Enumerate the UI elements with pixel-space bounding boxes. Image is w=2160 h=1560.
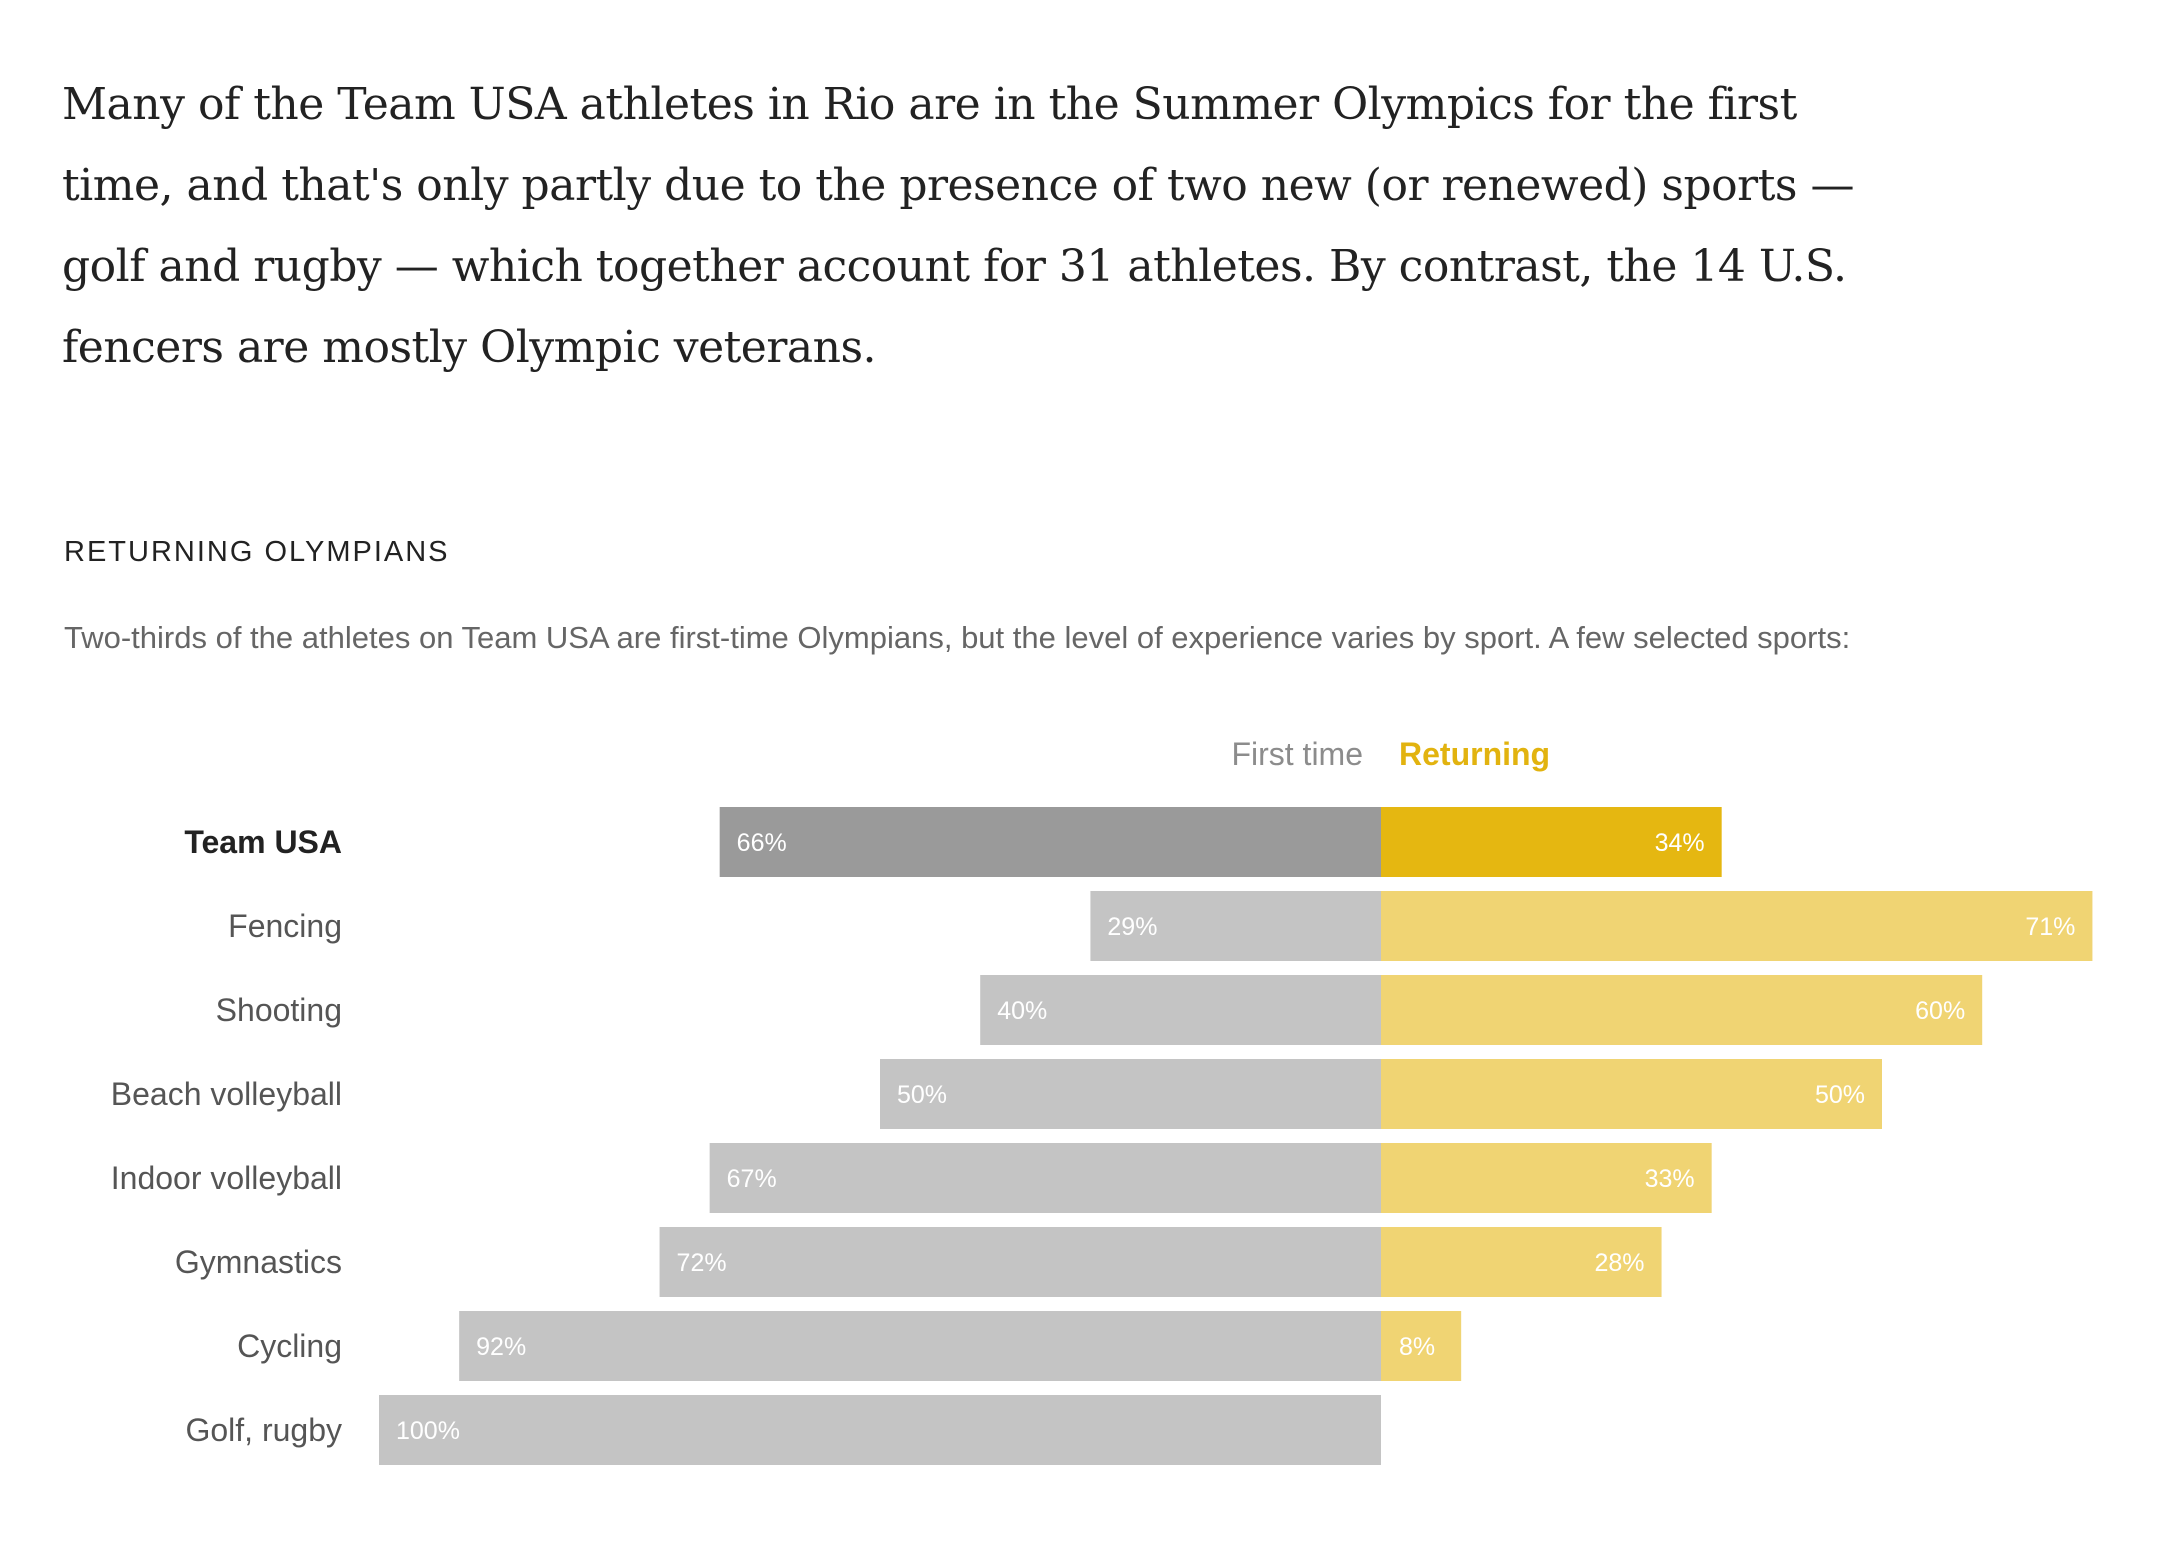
chart-row: Fencing 29% 71% bbox=[228, 891, 2093, 961]
bar-first-time bbox=[980, 975, 1381, 1045]
chart-row: Golf, rugby 100% bbox=[185, 1395, 1381, 1465]
category-label: Fencing bbox=[228, 908, 342, 944]
bar-returning bbox=[1381, 891, 2093, 961]
legend-returning: Returning bbox=[1399, 736, 1550, 772]
bar-first-time bbox=[659, 1227, 1381, 1297]
bar-first-time bbox=[709, 1143, 1381, 1213]
bar-label-returning: 71% bbox=[2025, 913, 2075, 941]
bar-returning bbox=[1381, 1227, 1662, 1297]
category-label: Gymnastics bbox=[175, 1244, 342, 1280]
bar-label-returning: 28% bbox=[1595, 1249, 1645, 1277]
chart-row: Indoor volleyball 67% 33% bbox=[111, 1143, 1712, 1213]
chart-kicker: RETURNING OLYMPIANS bbox=[64, 536, 450, 568]
bar-returning bbox=[1381, 1059, 1882, 1129]
bar-label-first-time: 100% bbox=[396, 1417, 460, 1445]
chart-rows: Team USA 66% 34% Fencing 29% 71% Shooting 40% 60… bbox=[111, 807, 2093, 1465]
category-label: Team USA bbox=[184, 824, 342, 860]
bar-first-time bbox=[719, 807, 1381, 877]
bar-label-first-time: 67% bbox=[727, 1165, 777, 1193]
bar-label-first-time: 50% bbox=[897, 1081, 947, 1109]
bar-label-returning: 33% bbox=[1645, 1165, 1695, 1193]
bar-label-returning: 8% bbox=[1399, 1333, 1435, 1361]
bar-first-time bbox=[459, 1311, 1381, 1381]
bar-returning bbox=[1381, 1143, 1712, 1213]
chart-row: Beach volleyball 50% 50% bbox=[111, 1059, 1882, 1129]
chart-row: Team USA 66% 34% bbox=[184, 807, 1722, 877]
chart-subtitle: Two-thirds of the athletes on Team USA a… bbox=[64, 620, 1851, 655]
chart-row: Gymnastics 72% 28% bbox=[175, 1227, 1662, 1297]
bar-first-time bbox=[1090, 891, 1381, 961]
category-label: Shooting bbox=[216, 992, 342, 1028]
bar-label-returning: 60% bbox=[1915, 997, 1965, 1025]
bar-label-returning: 34% bbox=[1655, 829, 1705, 857]
category-label: Beach volleyball bbox=[111, 1076, 342, 1112]
category-label: Cycling bbox=[237, 1328, 342, 1364]
category-label: Golf, rugby bbox=[185, 1412, 342, 1448]
bar-label-returning: 50% bbox=[1815, 1081, 1865, 1109]
bar-label-first-time: 72% bbox=[677, 1249, 727, 1277]
bar-first-time bbox=[379, 1395, 1381, 1465]
diverging-bar-chart: First time Returning Team USA 66% 34% Fencin… bbox=[111, 736, 2093, 1465]
bar-returning bbox=[1381, 975, 1983, 1045]
bar-first-time bbox=[880, 1059, 1381, 1129]
bar-label-first-time: 29% bbox=[1107, 913, 1157, 941]
bar-returning bbox=[1381, 1311, 1462, 1381]
chart-legend: First time Returning bbox=[1231, 736, 1550, 772]
bar-label-first-time: 92% bbox=[476, 1333, 526, 1361]
bar-label-first-time: 66% bbox=[737, 829, 787, 857]
bar-label-first-time: 40% bbox=[997, 997, 1047, 1025]
bar-returning bbox=[1381, 807, 1722, 877]
chart-row: Shooting 40% 60% bbox=[216, 975, 1983, 1045]
legend-first-time: First time bbox=[1231, 736, 1363, 772]
category-label: Indoor volleyball bbox=[111, 1160, 342, 1196]
article-intro: Many of the Team USA athletes in Rio are… bbox=[62, 79, 1854, 373]
chart-row: Cycling 92% 8% bbox=[237, 1311, 1462, 1381]
